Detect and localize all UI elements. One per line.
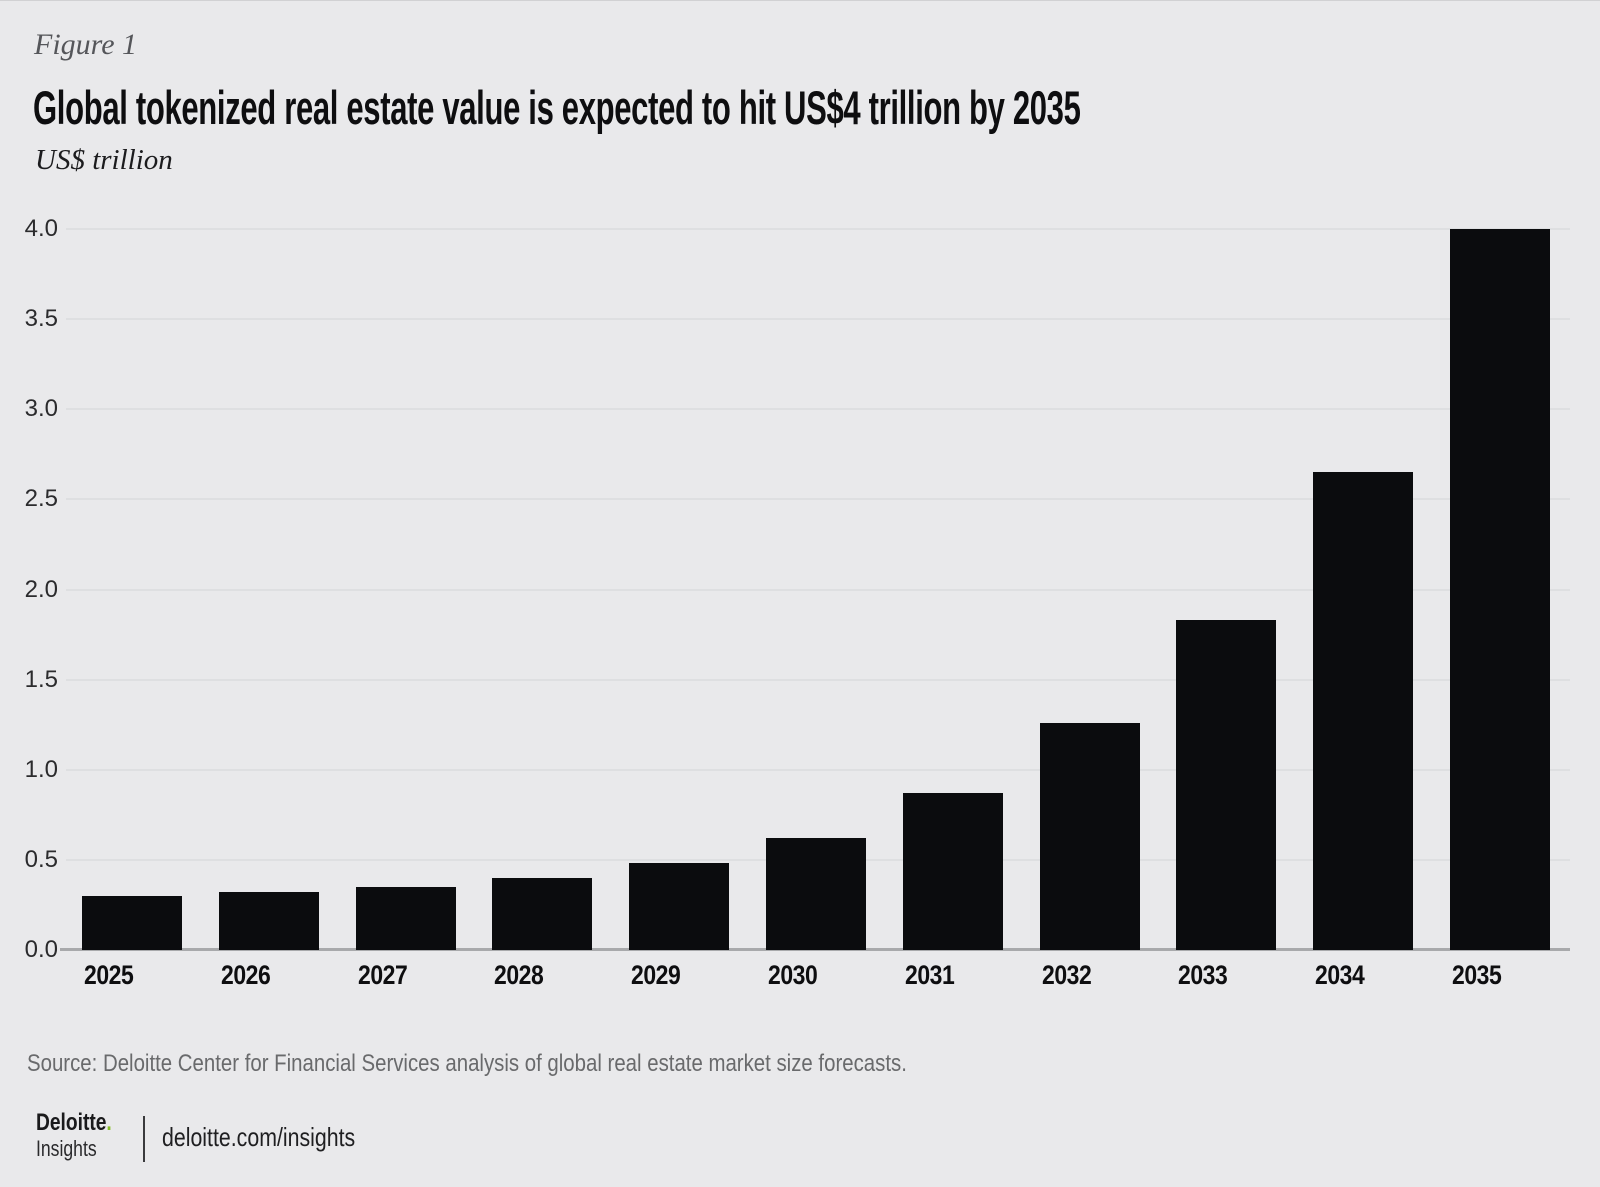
- y-axis-tick-label: 1.5: [24, 665, 58, 693]
- y-axis-tick-label: 3.0: [24, 395, 58, 423]
- x-axis-tick: 2027: [358, 962, 416, 989]
- x-axis-tick: 2031: [905, 962, 963, 989]
- gridline: [66, 678, 1570, 681]
- x-axis-tick: 2032: [1042, 962, 1100, 989]
- x-axis-tick: 2035: [1452, 962, 1510, 989]
- x-axis-tick-label: 2029: [631, 960, 681, 990]
- bar-chart: 0.0 0.5 1.0 1.5 2.0 2.5 3.0 3.5 4.0 2025 2026 2027 2…: [25, 217, 1570, 989]
- x-axis-tick-label: 2033: [1178, 960, 1228, 990]
- brand-subtitle: Insights: [36, 1136, 97, 1162]
- gridline: [66, 318, 1570, 321]
- figure-label: Figure 1: [34, 28, 138, 61]
- top-rule: [0, 0, 1600, 1]
- x-axis-tick: 2028: [494, 962, 552, 989]
- brand-name-wrap: Deloitte.: [36, 1110, 112, 1135]
- source-note-text: Source: Deloitte Center for Financial Se…: [27, 1050, 907, 1077]
- x-axis-tick-label: 2027: [357, 960, 408, 990]
- x-axis-tick: 2025: [84, 962, 142, 989]
- x-axis-tick-label: 2026: [220, 960, 271, 990]
- bar-2030: [766, 838, 866, 950]
- y-axis-tick-label: 0.5: [24, 845, 58, 873]
- site-link: deloitte.com/insights: [162, 1122, 398, 1153]
- y-axis-units-label: US$ trillion: [35, 144, 173, 176]
- x-axis-tick-label: 2030: [768, 960, 818, 990]
- x-axis-tick: 2033: [1178, 962, 1236, 989]
- x-axis-tick-label: 2031: [904, 960, 955, 990]
- figure-title-text: Global tokenized real estate value is ex…: [33, 81, 1081, 134]
- y-axis-tick-label: 2.0: [24, 575, 58, 603]
- gridline: [66, 228, 1570, 230]
- figure-title: Global tokenized real estate value is ex…: [33, 84, 1600, 131]
- bar-2029: [629, 863, 730, 950]
- gridline: [66, 588, 1570, 591]
- x-axis-tick-label: 2034: [1315, 960, 1365, 990]
- x-axis-tick-label: 2035: [1452, 960, 1502, 990]
- bar-2026: [218, 892, 319, 950]
- x-axis-tick-label: 2032: [1041, 960, 1092, 990]
- x-axis-tick-label: 2028: [494, 960, 544, 990]
- x-axis-tick: 2026: [221, 962, 279, 989]
- bar-2031: [902, 793, 1003, 950]
- y-axis-tick-label: 1.0: [24, 755, 58, 783]
- y-axis-tick-label: 2.5: [24, 485, 58, 513]
- y-axis-tick-label: 0.0: [24, 936, 58, 963]
- bar-2025: [82, 895, 182, 950]
- footer-divider: [143, 1116, 145, 1162]
- gridline: [66, 408, 1570, 411]
- bar-2032: [1039, 722, 1140, 950]
- source-note: Source: Deloitte Center for Financial Se…: [27, 1050, 1062, 1079]
- x-axis-tick: 2029: [631, 962, 689, 989]
- x-axis-tick: 2030: [768, 962, 826, 989]
- x-axis-tick: 2034: [1315, 962, 1373, 989]
- y-axis-tick-label: 4.0: [24, 215, 58, 242]
- y-axis-tick-label: 3.5: [24, 305, 58, 333]
- deloitte-insights-logo: Deloitte. Insights: [36, 1110, 131, 1161]
- site-link-text: deloitte.com/insights: [162, 1122, 356, 1152]
- gridline: [66, 498, 1570, 501]
- bar-2033: [1176, 620, 1277, 950]
- bar-2028: [492, 877, 593, 950]
- gridline: [66, 768, 1570, 771]
- bar-2027: [355, 886, 456, 950]
- bar-2035: [1450, 229, 1550, 950]
- bar-2034: [1313, 472, 1414, 950]
- brand-green-dot: .: [106, 1109, 112, 1136]
- x-axis-tick-label: 2025: [84, 960, 134, 990]
- brand-name: Deloitte: [36, 1109, 107, 1136]
